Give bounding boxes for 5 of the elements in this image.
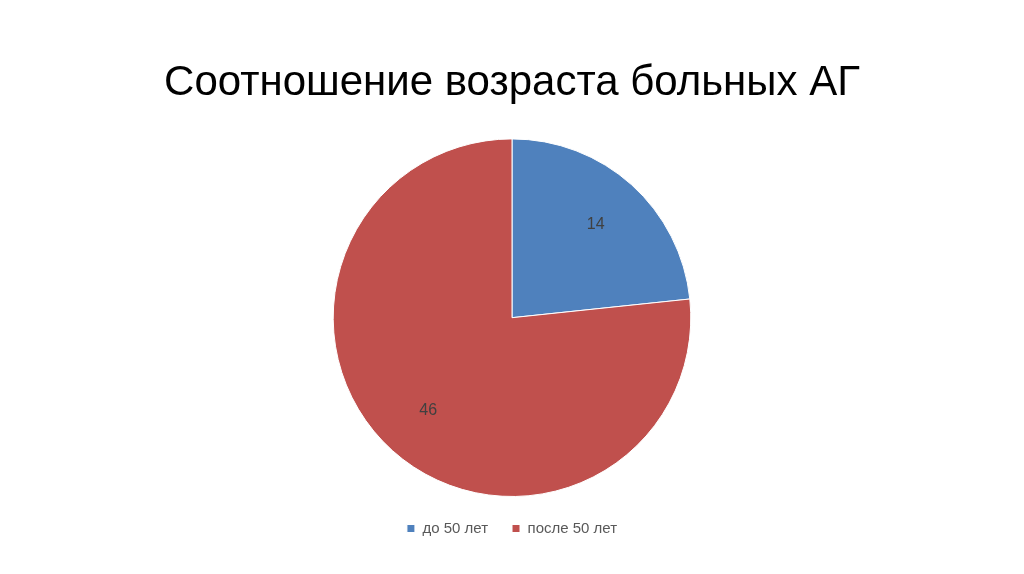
legend-label: до 50 лет — [422, 518, 489, 536]
data-label: 46 — [419, 401, 438, 419]
data-label: 14 — [586, 215, 605, 233]
chart-title: Соотношение возраста больных АГ — [164, 56, 860, 104]
legend-label: после 50 лет — [527, 518, 618, 536]
